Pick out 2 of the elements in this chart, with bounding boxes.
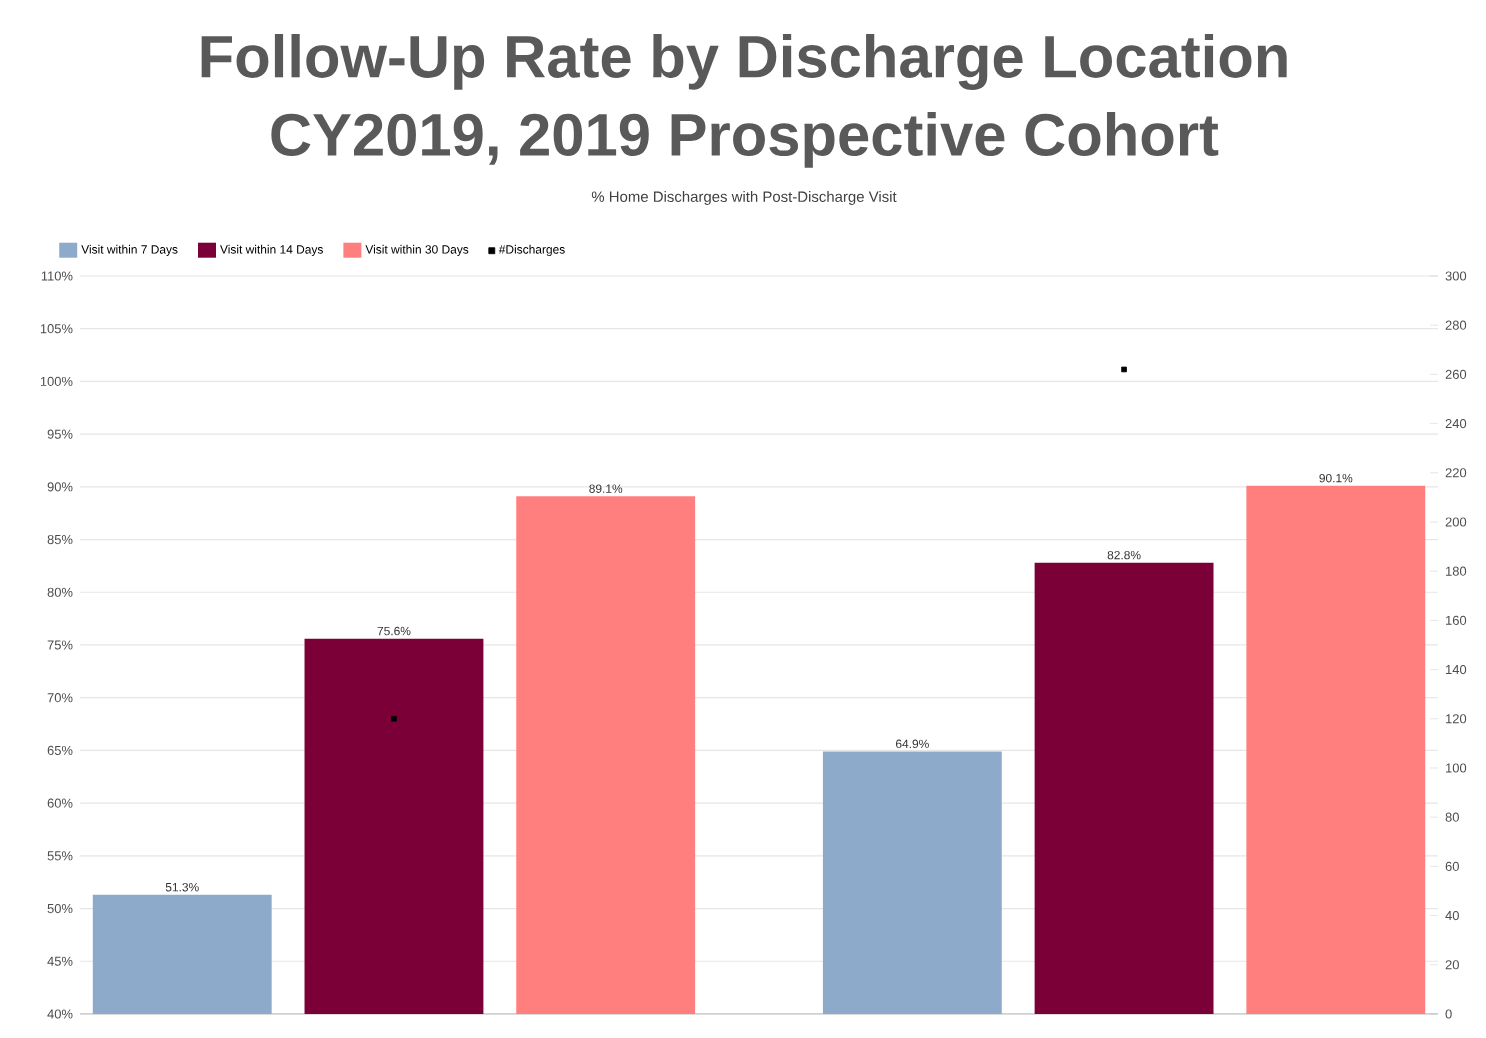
chart-subtitle: CY2019, 2019 Prospective Cohort: [271, 112, 1219, 168]
chart-title: Follow-Up Rate by Discharge Location: [201, 33, 1287, 90]
